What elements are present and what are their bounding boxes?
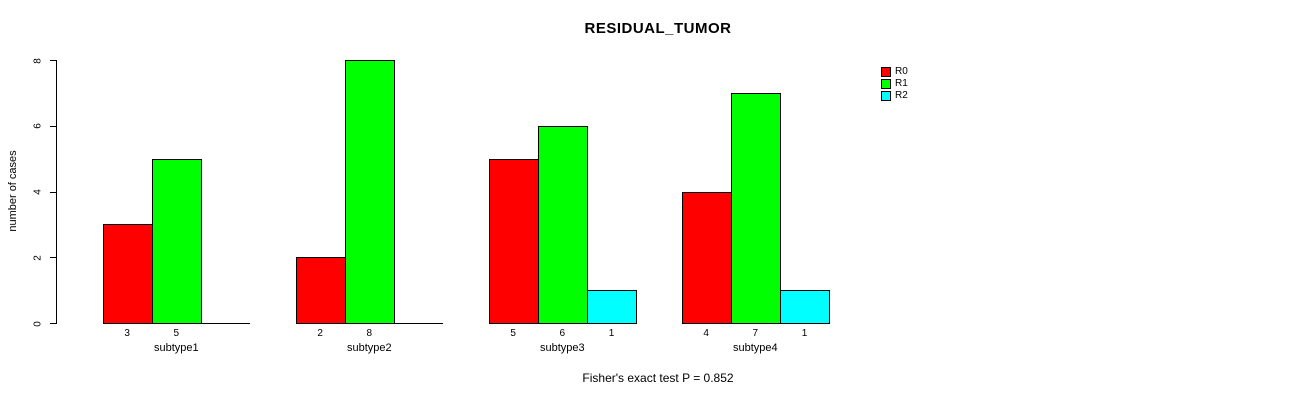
- legend-swatch-r1: [881, 79, 891, 89]
- group-label-subtype4: subtype4: [732, 342, 778, 354]
- legend-item-r2: R2: [881, 90, 908, 102]
- legend-swatch-r2: [881, 91, 891, 101]
- y-axis-tick: [50, 125, 56, 127]
- legend-label-r0: R0: [895, 66, 908, 77]
- y-axis-label: number of cases: [7, 150, 19, 232]
- bar-r1-subtype2: [344, 60, 395, 324]
- bar-r0-subtype2: [295, 257, 346, 324]
- bar-value-label-r1-subtype4: 7: [752, 328, 759, 339]
- group-label-subtype1: subtype1: [153, 342, 199, 354]
- y-axis-tick-label: 8: [32, 57, 44, 64]
- legend-item-r1: R1: [881, 78, 908, 90]
- bar-value-label-r0-subtype3: 5: [510, 328, 516, 339]
- bar-r1-subtype4: [730, 92, 781, 324]
- y-axis-tick: [50, 323, 56, 324]
- legend-label-r1: R1: [895, 78, 908, 89]
- group-label-subtype2: subtype2: [346, 342, 392, 354]
- bar-value-label-r1-subtype1: 5: [173, 328, 180, 339]
- bar-r1-subtype1: [151, 158, 202, 324]
- bar-value-label-r0-subtype4: 4: [703, 328, 709, 339]
- bar-r0-subtype1: [102, 224, 153, 324]
- bar-value-label-r2-subtype4: 1: [801, 328, 808, 339]
- y-axis-tick-label: 4: [32, 189, 44, 195]
- bar-r2-subtype3: [586, 290, 638, 324]
- y-axis-tick: [50, 60, 56, 61]
- bar-value-label-r0-subtype1: 3: [124, 328, 130, 339]
- bar-r0-subtype4: [681, 191, 732, 324]
- bar-value-label-r1-subtype3: 6: [559, 328, 566, 339]
- y-axis-line: [56, 60, 57, 324]
- bar-value-label-r2-subtype3: 1: [608, 328, 615, 339]
- chart-title: RESIDUAL_TUMOR: [584, 20, 732, 37]
- legend-item-r0: R0: [881, 66, 908, 78]
- y-axis-tick-label: 0: [32, 320, 44, 327]
- legend: R0 R1 R2: [881, 66, 908, 102]
- fisher-test-annotation: Fisher's exact test P = 0.852: [582, 371, 734, 385]
- y-axis-tick-label: 2: [32, 254, 44, 261]
- y-axis-tick: [50, 257, 56, 259]
- bar-value-label-r1-subtype2: 8: [366, 328, 373, 339]
- bar-value-label-r0-subtype2: 2: [317, 328, 323, 339]
- legend-label-r2: R2: [895, 90, 908, 101]
- bar-r1-subtype3: [537, 125, 588, 324]
- legend-swatch-r0: [881, 67, 891, 77]
- bar-r2-subtype4: [779, 290, 831, 324]
- bar-r0-subtype3: [488, 158, 539, 324]
- y-axis-tick: [50, 191, 56, 193]
- group-label-subtype3: subtype3: [539, 342, 585, 354]
- y-axis-tick-label: 6: [32, 123, 44, 130]
